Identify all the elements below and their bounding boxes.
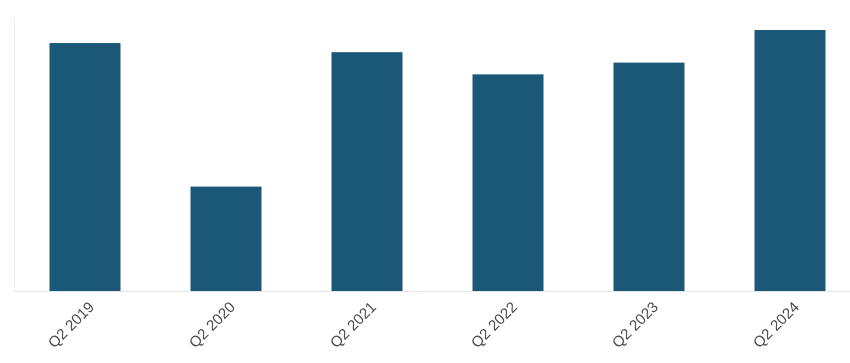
bars-group <box>49 30 826 292</box>
x-tick-labels: Q2 2019 Q2 2020 Q2 2021 Q2 2022 Q2 2023 Q2 20… <box>45 299 803 352</box>
x-tick-label: Q2 2021 <box>327 299 380 352</box>
x-tick-label: Q2 2020 <box>186 299 239 352</box>
bar-q2-2024[interactable] <box>754 30 826 291</box>
bar-q2-2021[interactable] <box>331 52 403 292</box>
x-tick-label: Q2 2019 <box>45 299 98 352</box>
x-tick-label: Q2 2022 <box>468 299 521 352</box>
bar-q2-2022[interactable] <box>472 74 544 292</box>
x-tick-label: Q2 2023 <box>609 299 662 352</box>
bar-q2-2020[interactable] <box>190 186 262 291</box>
bar-q2-2023[interactable] <box>613 62 685 291</box>
bar-q2-2019[interactable] <box>49 43 121 291</box>
x-tick-label: Q2 2024 <box>750 299 803 352</box>
